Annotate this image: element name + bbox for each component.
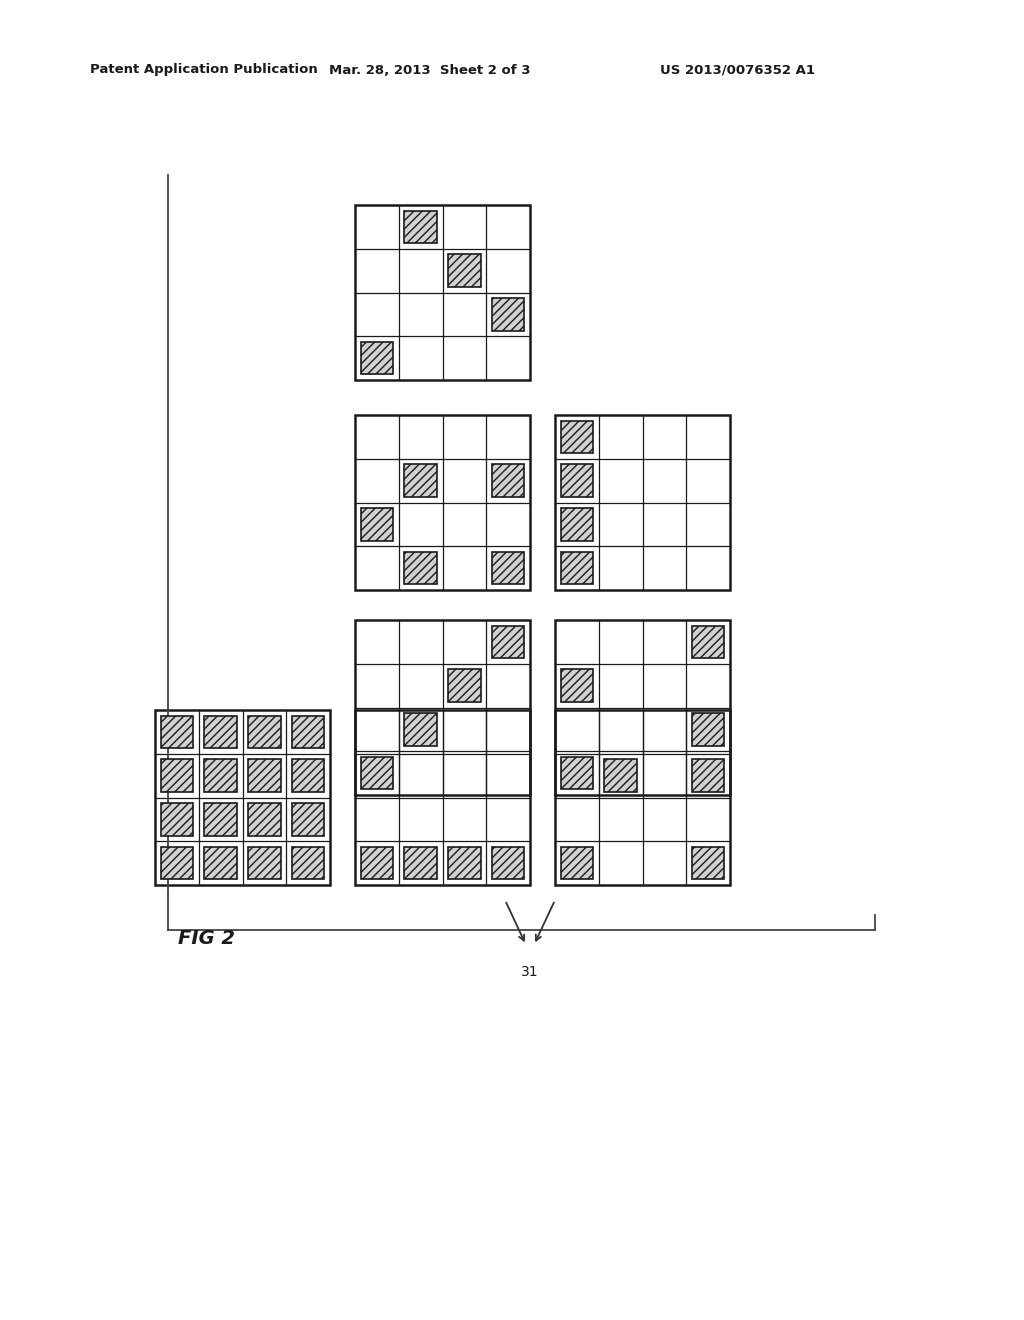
Text: 31: 31	[521, 965, 539, 979]
Bar	[248, 715, 281, 748]
Bar	[205, 803, 237, 836]
Bar	[692, 759, 724, 792]
Bar	[360, 756, 393, 789]
Bar	[355, 414, 530, 590]
Text: Mar. 28, 2013  Sheet 2 of 3: Mar. 28, 2013 Sheet 2 of 3	[330, 63, 530, 77]
Bar	[492, 552, 524, 585]
Bar	[360, 342, 393, 375]
Bar	[449, 847, 480, 879]
Bar	[692, 626, 724, 659]
Bar	[355, 710, 530, 884]
Bar	[604, 759, 637, 792]
Bar	[205, 759, 237, 792]
Bar	[355, 205, 530, 380]
Bar	[692, 713, 724, 746]
Bar	[492, 298, 524, 330]
Text: Patent Application Publication: Patent Application Publication	[90, 63, 317, 77]
Bar	[161, 803, 194, 836]
Bar	[404, 552, 437, 585]
Bar	[404, 211, 437, 243]
Bar	[492, 465, 524, 496]
Bar	[449, 255, 480, 286]
Text: FIG 2: FIG 2	[178, 928, 234, 948]
Bar	[360, 847, 393, 879]
Bar	[561, 756, 593, 789]
Bar	[492, 847, 524, 879]
Bar	[561, 421, 593, 453]
Bar	[205, 715, 237, 748]
Bar	[248, 847, 281, 879]
Bar	[492, 626, 524, 659]
Bar	[555, 414, 730, 590]
Bar	[292, 759, 325, 792]
Bar	[449, 669, 480, 702]
Bar	[404, 847, 437, 879]
Bar	[248, 759, 281, 792]
Bar	[555, 710, 730, 884]
Bar	[155, 710, 330, 884]
Bar	[161, 847, 194, 879]
Bar	[292, 847, 325, 879]
Bar	[360, 508, 393, 541]
Bar	[355, 620, 530, 795]
Bar	[161, 715, 194, 748]
Bar	[292, 715, 325, 748]
Bar	[561, 669, 593, 702]
Bar	[692, 847, 724, 879]
Bar	[248, 803, 281, 836]
Bar	[404, 465, 437, 496]
Bar	[161, 759, 194, 792]
Bar	[292, 803, 325, 836]
Bar	[205, 847, 237, 879]
Bar	[561, 465, 593, 496]
Bar	[561, 508, 593, 541]
Bar	[404, 713, 437, 746]
Bar	[561, 552, 593, 585]
Bar	[561, 847, 593, 879]
Bar	[555, 620, 730, 795]
Text: US 2013/0076352 A1: US 2013/0076352 A1	[660, 63, 815, 77]
